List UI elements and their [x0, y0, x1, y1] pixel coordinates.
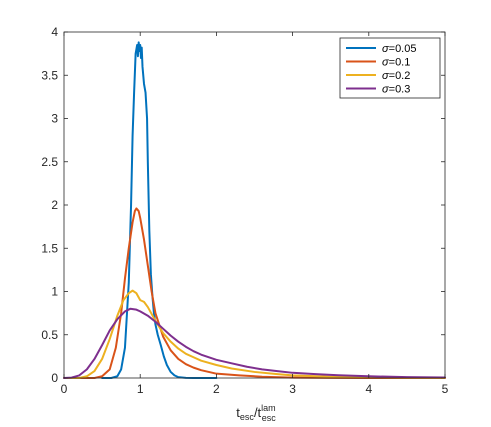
- legend-value: =0.05: [389, 43, 417, 55]
- legend-value: =0.1: [389, 57, 411, 69]
- x-tick-label: 4: [365, 382, 372, 396]
- series-line-2: [63, 207, 446, 379]
- x-label-base: t: [236, 405, 240, 420]
- y-tick-label: 3: [51, 112, 58, 126]
- legend-label: σ=0.2: [382, 70, 410, 82]
- x-tick-label: 5: [442, 382, 449, 396]
- legend-value: =0.2: [389, 70, 411, 82]
- series-line-1: [101, 41, 218, 379]
- ticks-layer: 0 1 2 3 4 5 0 0.5 1 1.5 2 2.5 3 3.5 4: [41, 25, 448, 396]
- x-label-sub1: esc: [240, 412, 255, 422]
- y-tick-label: 4: [51, 25, 58, 39]
- legend-symbol: σ: [382, 70, 389, 82]
- legend-symbol: σ: [382, 57, 389, 69]
- x-axis-label: tesc/tlam esc: [236, 403, 276, 423]
- legend: σ=0.05σ=0.1σ=0.2σ=0.3: [339, 37, 441, 99]
- legend-label: σ=0.05: [382, 43, 416, 55]
- legend-label: σ=0.3: [382, 84, 410, 96]
- x-tick-label: 0: [61, 382, 68, 396]
- x-label-sup: lam: [261, 403, 276, 413]
- legend-symbol: σ: [382, 84, 389, 96]
- x-label-sub2: esc: [262, 413, 277, 423]
- y-tick-label: 2.5: [41, 155, 58, 169]
- y-tick-label: 0.5: [41, 328, 58, 342]
- x-tick-label: 2: [213, 382, 220, 396]
- series-layer: [63, 41, 446, 379]
- x-tick-label: 1: [137, 382, 144, 396]
- legend-label: σ=0.1: [382, 57, 410, 69]
- x-label-sep: /t: [254, 405, 262, 420]
- series-line-4: [63, 307, 446, 379]
- y-tick-label: 1.5: [41, 241, 58, 255]
- y-tick-label: 2: [51, 198, 58, 212]
- y-tick-label: 3.5: [41, 68, 58, 82]
- legend-symbol: σ: [382, 43, 389, 55]
- series-line-3: [63, 289, 446, 379]
- legend-value: =0.3: [389, 84, 411, 96]
- y-tick-label: 0: [51, 371, 58, 385]
- x-tick-label: 3: [289, 382, 296, 396]
- y-tick-label: 1: [51, 285, 58, 299]
